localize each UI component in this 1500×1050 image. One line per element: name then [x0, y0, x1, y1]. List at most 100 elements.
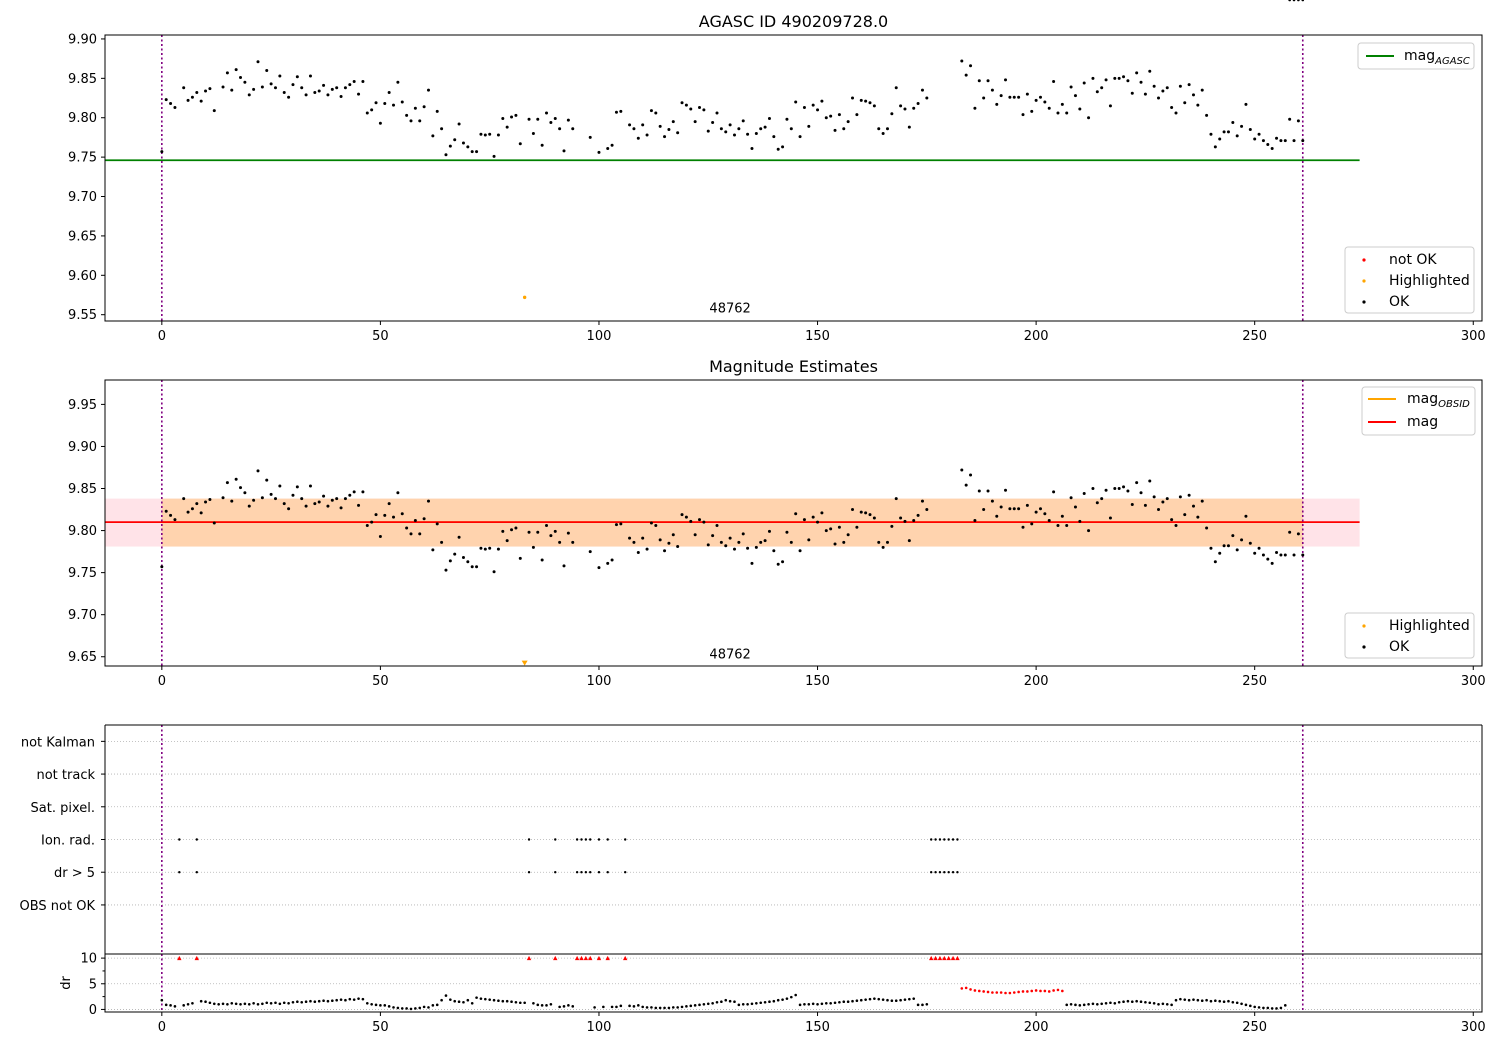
- ok-point: [732, 547, 736, 551]
- ok-point: [199, 99, 203, 103]
- ok-point: [545, 111, 549, 115]
- dr-point: [737, 1003, 741, 1007]
- ok-point: [982, 508, 986, 512]
- ok-point: [719, 540, 723, 544]
- dr-clipped-marker: [942, 955, 947, 961]
- ok-point: [894, 86, 898, 90]
- dr-clipped-marker: [950, 955, 956, 961]
- ok-point: [1253, 551, 1257, 555]
- ok-point: [1218, 551, 1222, 555]
- ok-point: [724, 544, 728, 548]
- ok-point: [252, 87, 256, 91]
- dr-point: [637, 1004, 640, 1007]
- ok-point: [300, 497, 304, 501]
- ok-point: [1226, 130, 1230, 134]
- dr-point: [1196, 998, 1200, 1002]
- dr-point: [208, 1001, 212, 1005]
- ok-point: [566, 118, 570, 122]
- dr-point: [711, 1001, 714, 1005]
- dr-point: [1161, 1002, 1165, 1006]
- ok-point: [1288, 530, 1292, 534]
- ok-point: [418, 532, 422, 536]
- ok-point: [304, 504, 308, 508]
- dr-point: [881, 998, 885, 1001]
- ok-point: [877, 540, 881, 544]
- ok-point: [999, 94, 1003, 98]
- ok-point: [1191, 93, 1195, 97]
- ok-point: [719, 127, 723, 131]
- ok-point: [182, 86, 186, 90]
- dr-point: [685, 1005, 688, 1008]
- ok-point: [837, 113, 841, 117]
- ok-point: [313, 91, 317, 95]
- p1-ytick-label: 9.70: [68, 190, 97, 205]
- flag-point: [934, 871, 937, 874]
- p2-xtick-label: 200: [1024, 674, 1049, 689]
- dr-point: [1082, 1003, 1086, 1007]
- ok-point: [182, 497, 186, 501]
- dr-point: [173, 1005, 177, 1008]
- ok-point: [453, 552, 457, 556]
- dr-clipped-marker: [933, 955, 938, 961]
- ok-point: [1117, 487, 1121, 491]
- ok-point: [1244, 102, 1248, 106]
- ok-point: [737, 127, 741, 131]
- ok-point: [527, 117, 531, 121]
- ok-point: [1012, 95, 1016, 99]
- panel4-frame: [104, 953, 1483, 1013]
- dr-point: [1144, 1000, 1147, 1004]
- ok-point: [794, 512, 798, 516]
- ok-point: [440, 127, 444, 131]
- ok-point: [964, 483, 968, 487]
- dr-point: [466, 998, 470, 1002]
- ok-point: [855, 113, 859, 117]
- dr-point: [339, 998, 343, 1001]
- dr-point: [186, 1003, 190, 1006]
- ok-point: [597, 566, 601, 570]
- ok-point: [1038, 507, 1042, 511]
- ok-point: [610, 558, 614, 562]
- ok-point: [562, 564, 566, 568]
- ok-point: [833, 128, 837, 132]
- ok-point: [885, 540, 889, 544]
- ok-point: [1205, 526, 1209, 530]
- flag-point: [624, 838, 627, 841]
- ok-point: [916, 102, 920, 106]
- p4-xtick-label: 200: [1024, 1020, 1049, 1035]
- ok-point: [960, 468, 964, 472]
- ok-point: [558, 127, 562, 131]
- ok-point: [990, 499, 994, 503]
- ok-point: [1266, 557, 1270, 561]
- legend-mag-obsid: mag: [1407, 391, 1438, 407]
- dr-point: [759, 1001, 763, 1005]
- dr-point: [925, 1003, 929, 1006]
- ok-point: [1165, 497, 1169, 501]
- ok-point: [173, 105, 177, 109]
- ok-point: [545, 524, 549, 528]
- legend-not-ok: not OK: [1389, 252, 1437, 268]
- ok-point: [466, 145, 470, 149]
- dr-point: [894, 999, 898, 1003]
- ok-point: [265, 478, 269, 482]
- ok-point: [649, 521, 653, 525]
- ok-point: [348, 493, 352, 497]
- flag-point: [575, 838, 579, 841]
- dr-point: [1091, 1002, 1095, 1006]
- dr-point: [269, 1001, 273, 1005]
- dr-point: [829, 1001, 832, 1005]
- dr-point-not-ok: [1043, 989, 1047, 993]
- p2-ytick-label: 9.95: [68, 398, 97, 413]
- p2-ytick-label: 9.85: [68, 482, 97, 497]
- ok-point: [1122, 75, 1126, 79]
- ok-point: [252, 498, 256, 502]
- ok-point: [160, 150, 164, 154]
- ok-point: [536, 530, 540, 534]
- dr-point: [1292, 0, 1296, 2]
- dr-point: [851, 999, 854, 1003]
- ok-point: [1113, 487, 1117, 491]
- ok-point: [1235, 548, 1239, 552]
- flag-point: [178, 838, 181, 841]
- ok-point: [199, 511, 203, 515]
- dr-point: [602, 1005, 605, 1009]
- dr-point: [1205, 998, 1208, 1002]
